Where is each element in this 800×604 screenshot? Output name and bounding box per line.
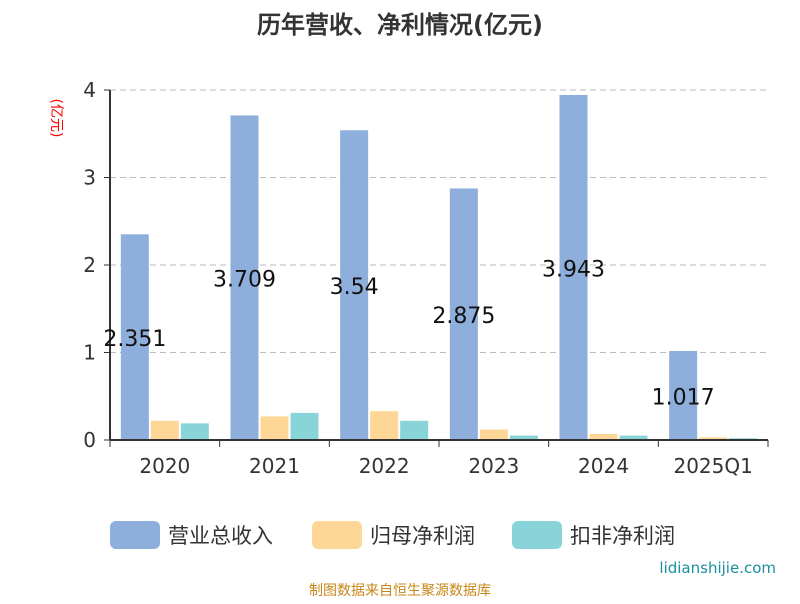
bar-0 (559, 94, 588, 441)
x-tick-label: 2020 (139, 454, 190, 478)
data-label: 2.875 (432, 304, 495, 329)
y-tick-label: 4 (83, 78, 96, 102)
bar-1 (589, 433, 618, 440)
legend-swatch (110, 521, 160, 549)
x-tick-label: 2023 (468, 454, 519, 478)
data-label: 1.017 (652, 386, 715, 411)
x-tick-label: 2021 (249, 454, 300, 478)
bar-0 (120, 234, 149, 440)
bar-1 (370, 411, 399, 440)
legend-swatch (312, 521, 362, 549)
data-label: 3.709 (213, 268, 276, 293)
bar-2 (180, 423, 209, 440)
source-note: 制图数据来自恒生聚源数据库 (309, 583, 491, 599)
y-tick-label: 1 (83, 341, 96, 365)
bar-2 (290, 412, 319, 440)
bar-0 (230, 115, 259, 441)
x-tick-label: 2022 (359, 454, 410, 478)
x-tick-label: 2024 (578, 454, 629, 478)
bar-1 (150, 420, 179, 440)
chart-title: 历年营收、净利情况(亿元) (257, 11, 543, 39)
data-label: 2.351 (103, 327, 166, 352)
bar-1 (260, 416, 289, 440)
bar-1 (479, 429, 508, 440)
bar-1 (699, 437, 728, 440)
data-label: 3.943 (542, 257, 605, 282)
x-tick-label: 2025Q1 (673, 454, 752, 478)
bar-2 (619, 435, 648, 440)
y-tick-label: 0 (83, 428, 96, 452)
legend-swatch (512, 521, 562, 549)
bar-0 (340, 130, 369, 440)
bar-2 (400, 420, 429, 440)
y-axis-label: (亿元) (48, 99, 64, 138)
bar-2 (509, 435, 538, 440)
y-tick-label: 3 (83, 166, 96, 190)
data-label: 3.54 (330, 275, 379, 300)
legend-label: 归母净利润 (370, 524, 475, 548)
watermark: lidianshijie.com (659, 559, 776, 577)
legend-label: 营业总收入 (168, 524, 273, 548)
bar-0 (669, 351, 698, 440)
bar-0 (449, 188, 478, 440)
legend-label: 扣非净利润 (570, 524, 675, 548)
y-tick-label: 2 (83, 253, 96, 277)
